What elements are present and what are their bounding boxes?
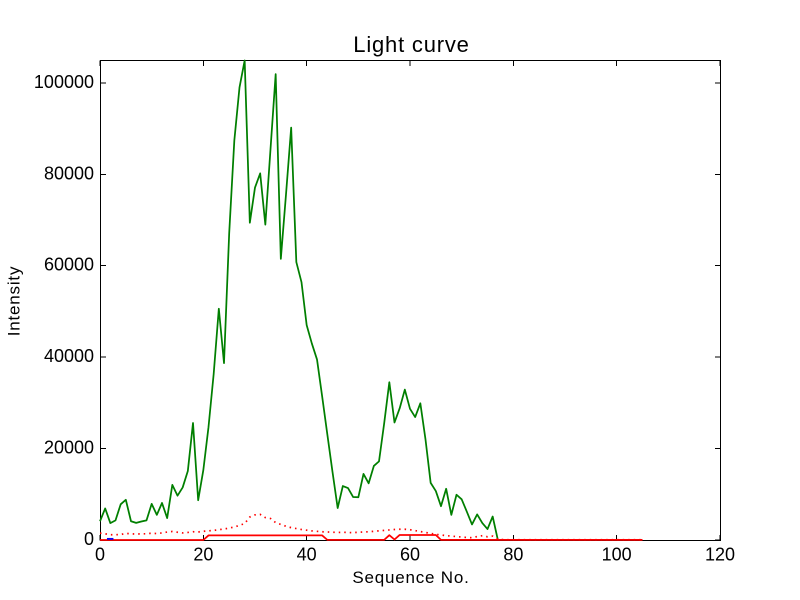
svg-text:100: 100 [602,545,632,565]
svg-text:80000: 80000 [44,163,94,183]
svg-text:0: 0 [84,529,94,549]
svg-text:Intensity: Intensity [5,266,24,337]
svg-text:20000: 20000 [44,438,94,458]
svg-text:Sequence No.: Sequence No. [352,568,469,587]
svg-text:80: 80 [503,545,523,565]
svg-text:60: 60 [400,545,420,565]
svg-text:100000: 100000 [34,72,94,92]
svg-text:0: 0 [95,545,105,565]
svg-text:40000: 40000 [44,346,94,366]
svg-text:Light curve: Light curve [353,32,469,57]
svg-text:60000: 60000 [44,255,94,275]
svg-text:40: 40 [297,545,317,565]
svg-text:20: 20 [193,545,213,565]
svg-text:120: 120 [705,545,735,565]
